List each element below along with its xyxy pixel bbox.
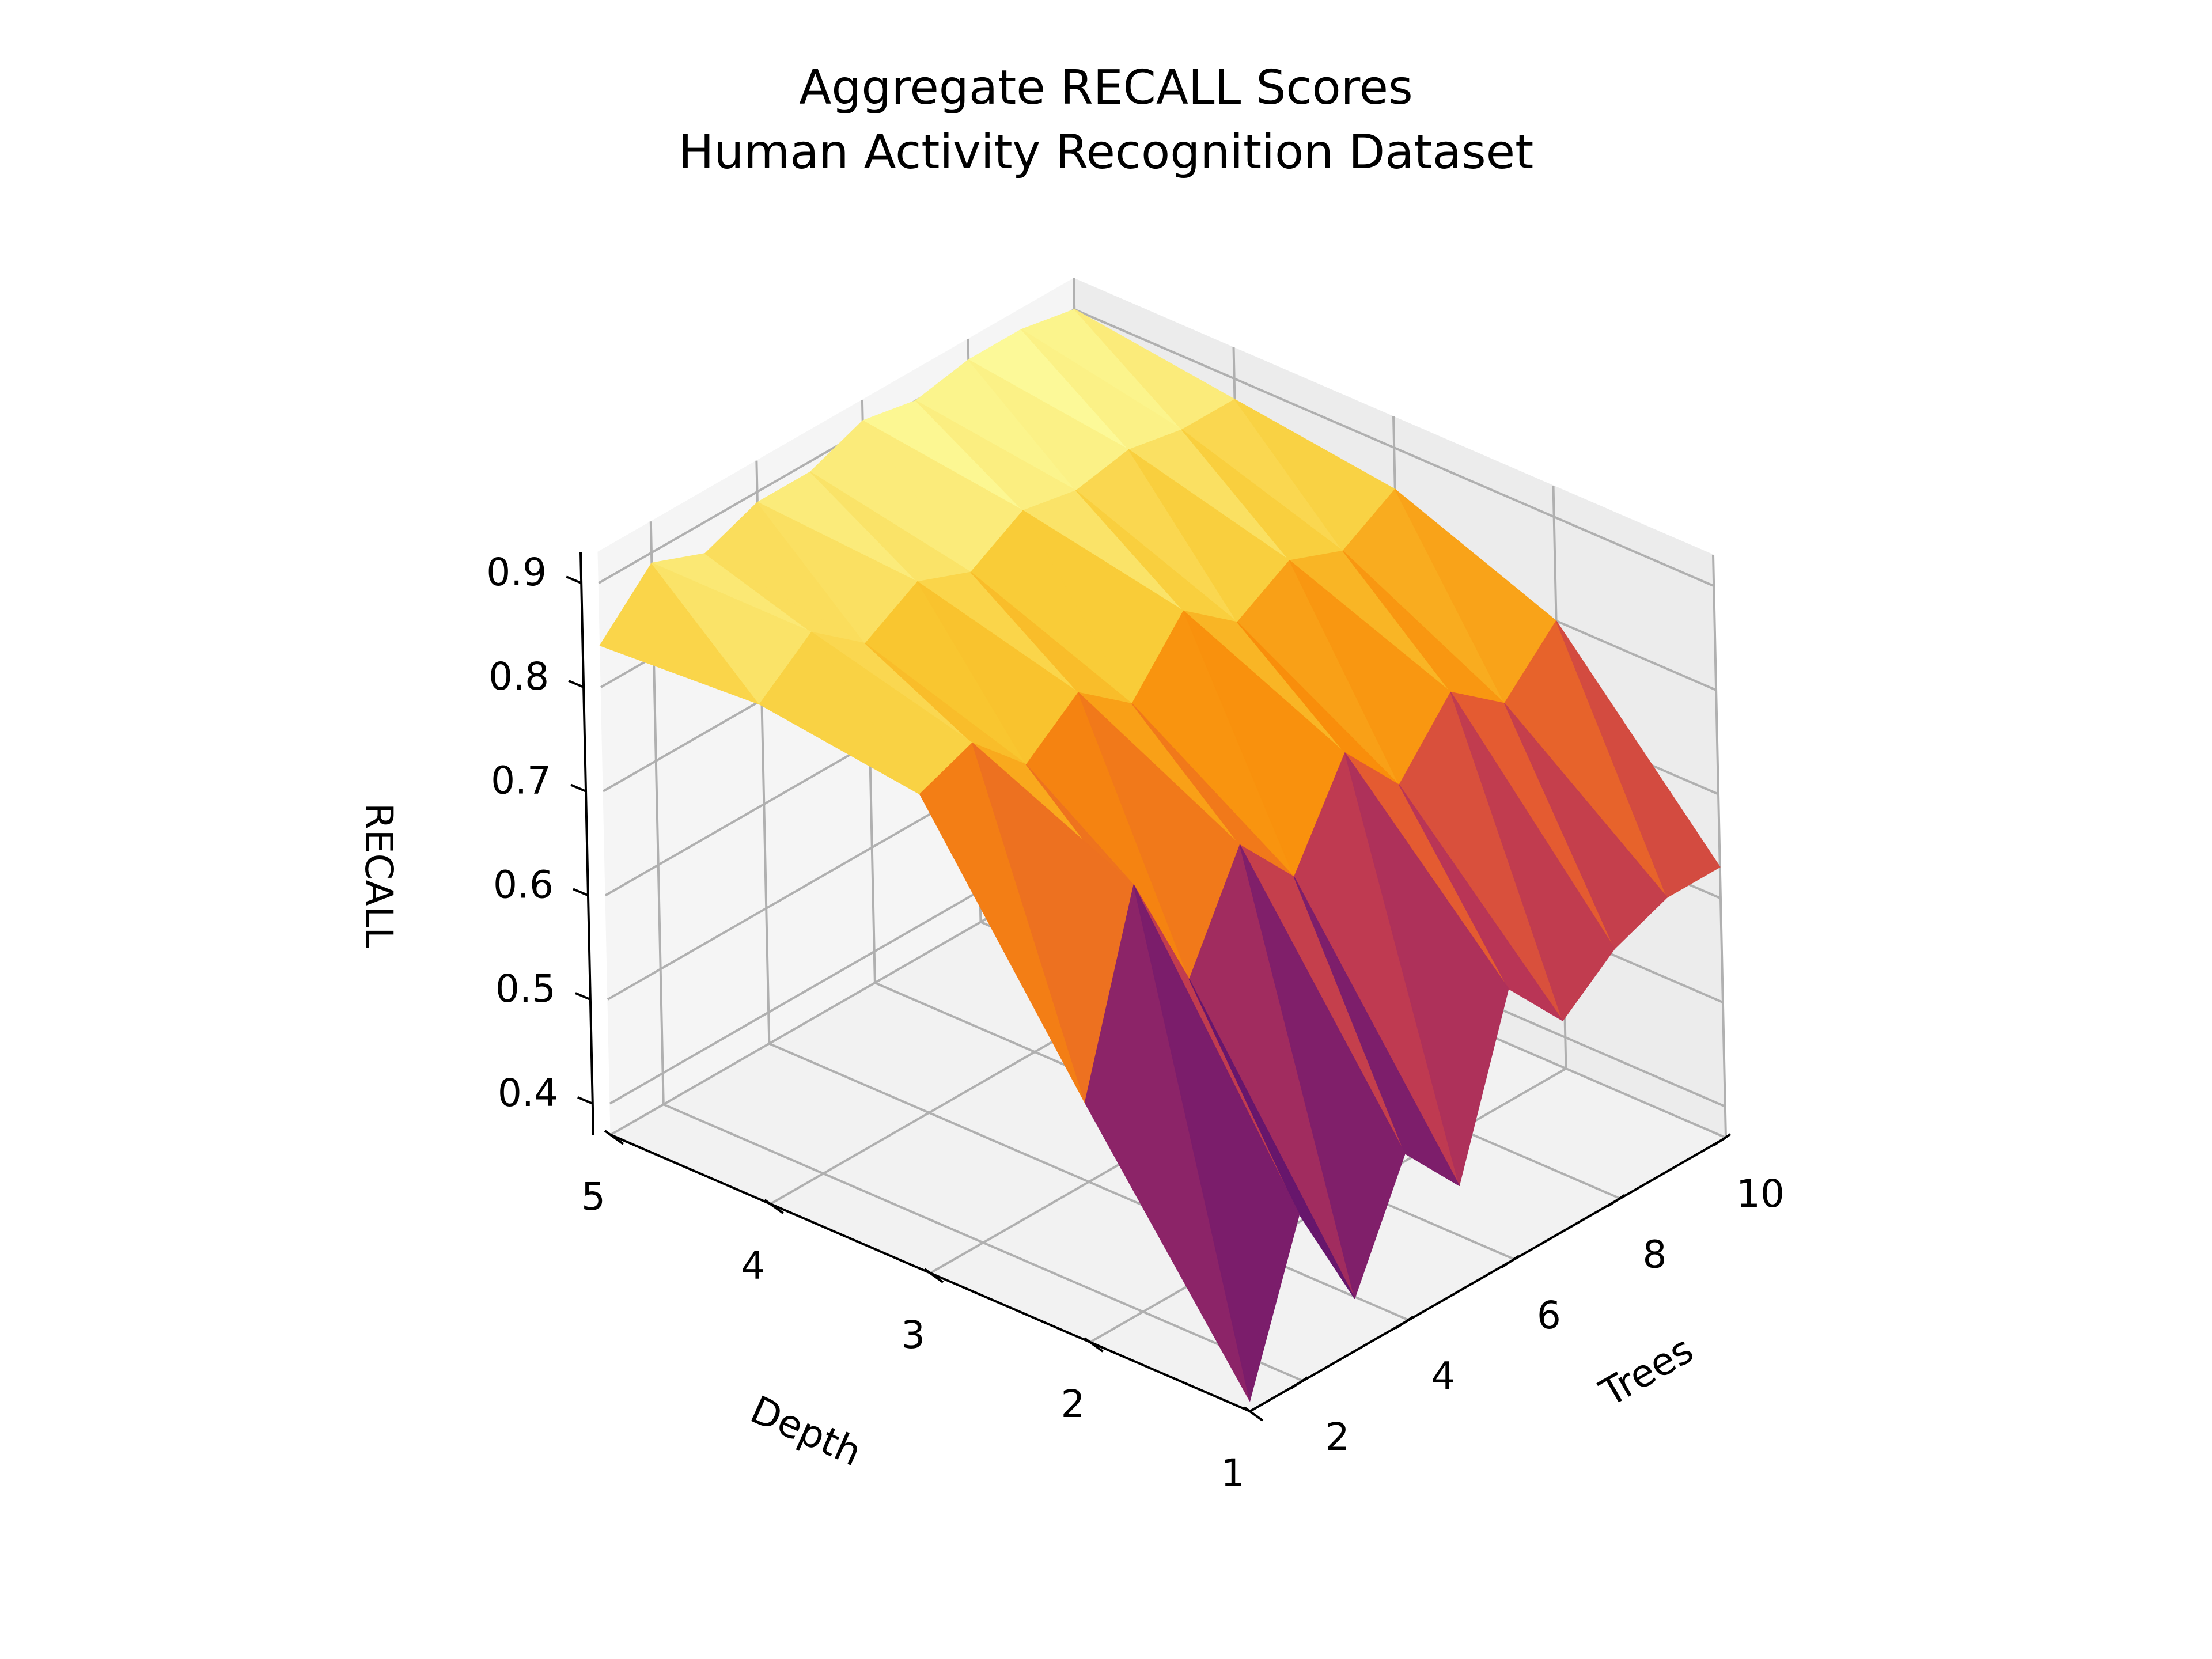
surface-mesh — [599, 309, 1721, 1402]
trees-tick-label: 4 — [1431, 1354, 1455, 1399]
depth-tick-mark — [764, 1199, 784, 1214]
depth-tick-mark — [604, 1130, 624, 1145]
depth-tick-mark — [923, 1268, 944, 1283]
surface-facet — [1133, 884, 1300, 1402]
trees-tick-mark — [1501, 1255, 1520, 1268]
recall-tick-label: 0.9 — [486, 550, 547, 594]
recall-tick-label: 0.8 — [488, 654, 549, 699]
surface-facet — [1504, 703, 1668, 949]
surface-facet — [1293, 876, 1460, 1186]
trees-tick-label: 6 — [1537, 1293, 1561, 1338]
trees-tick-label: 8 — [1642, 1233, 1666, 1277]
trees-tick-mark — [1289, 1376, 1308, 1390]
recall-tick-label: 0.5 — [495, 967, 556, 1011]
surface-facet — [1399, 785, 1563, 1021]
recall-tick-mark — [566, 575, 582, 585]
chart-subtitle: Human Activity Recognition Dataset — [679, 125, 1534, 180]
recall-tick-mark — [570, 783, 586, 793]
depth-tick-label: 4 — [741, 1244, 766, 1288]
surface-facet — [1344, 752, 1509, 1186]
trees-tick-label: 2 — [1325, 1415, 1350, 1459]
surface-facet — [1239, 844, 1406, 1299]
depth-tick-label: 5 — [581, 1175, 605, 1219]
trees-grid-floor — [662, 1103, 1304, 1382]
chart-title: Aggregate RECALL Scores — [799, 60, 1412, 115]
recall-tick-label: 0.6 — [493, 862, 554, 907]
trees-axis-label: Trees — [1592, 1327, 1700, 1415]
recall-tick-label: 0.4 — [498, 1071, 558, 1115]
trees-tick-mark — [1607, 1194, 1626, 1208]
recall-axis-label: RECALL — [357, 803, 401, 949]
depth-tick-label: 2 — [1061, 1382, 1085, 1426]
trees-tick-mark — [1395, 1316, 1414, 1330]
depth-tick-label: 1 — [1221, 1451, 1245, 1495]
recall-tick-label: 0.7 — [491, 759, 551, 803]
surface-facet — [1450, 691, 1615, 1021]
surface-facet — [1188, 979, 1355, 1299]
depth-grid-wall — [1712, 554, 1727, 1138]
trees-axis-line — [1249, 1137, 1726, 1412]
recall-grid-right-wall — [1074, 308, 1714, 588]
depth-axis-label: Depth — [744, 1387, 868, 1475]
recall-tick-mark — [568, 680, 584, 688]
depth-tick-label: 3 — [901, 1313, 925, 1357]
trees-tick-mark — [1712, 1133, 1732, 1147]
depth-tick-mark — [1084, 1337, 1104, 1353]
recall-tick-mark — [577, 1096, 593, 1105]
trees-grid-floor — [768, 1042, 1410, 1321]
recall-axis-line — [579, 551, 594, 1135]
surface-facet — [1555, 620, 1721, 898]
recall-tick-mark — [575, 992, 591, 1001]
axis-ticks: 1 2 3 4 5 2 4 6 8 10 0.4 0.5 0.6 0.7 0.8 0.9 — [486, 550, 1785, 1495]
trees-tick-label: 10 — [1736, 1172, 1785, 1216]
depth-tick-mark — [1243, 1406, 1264, 1422]
recall-tick-mark — [573, 888, 589, 897]
